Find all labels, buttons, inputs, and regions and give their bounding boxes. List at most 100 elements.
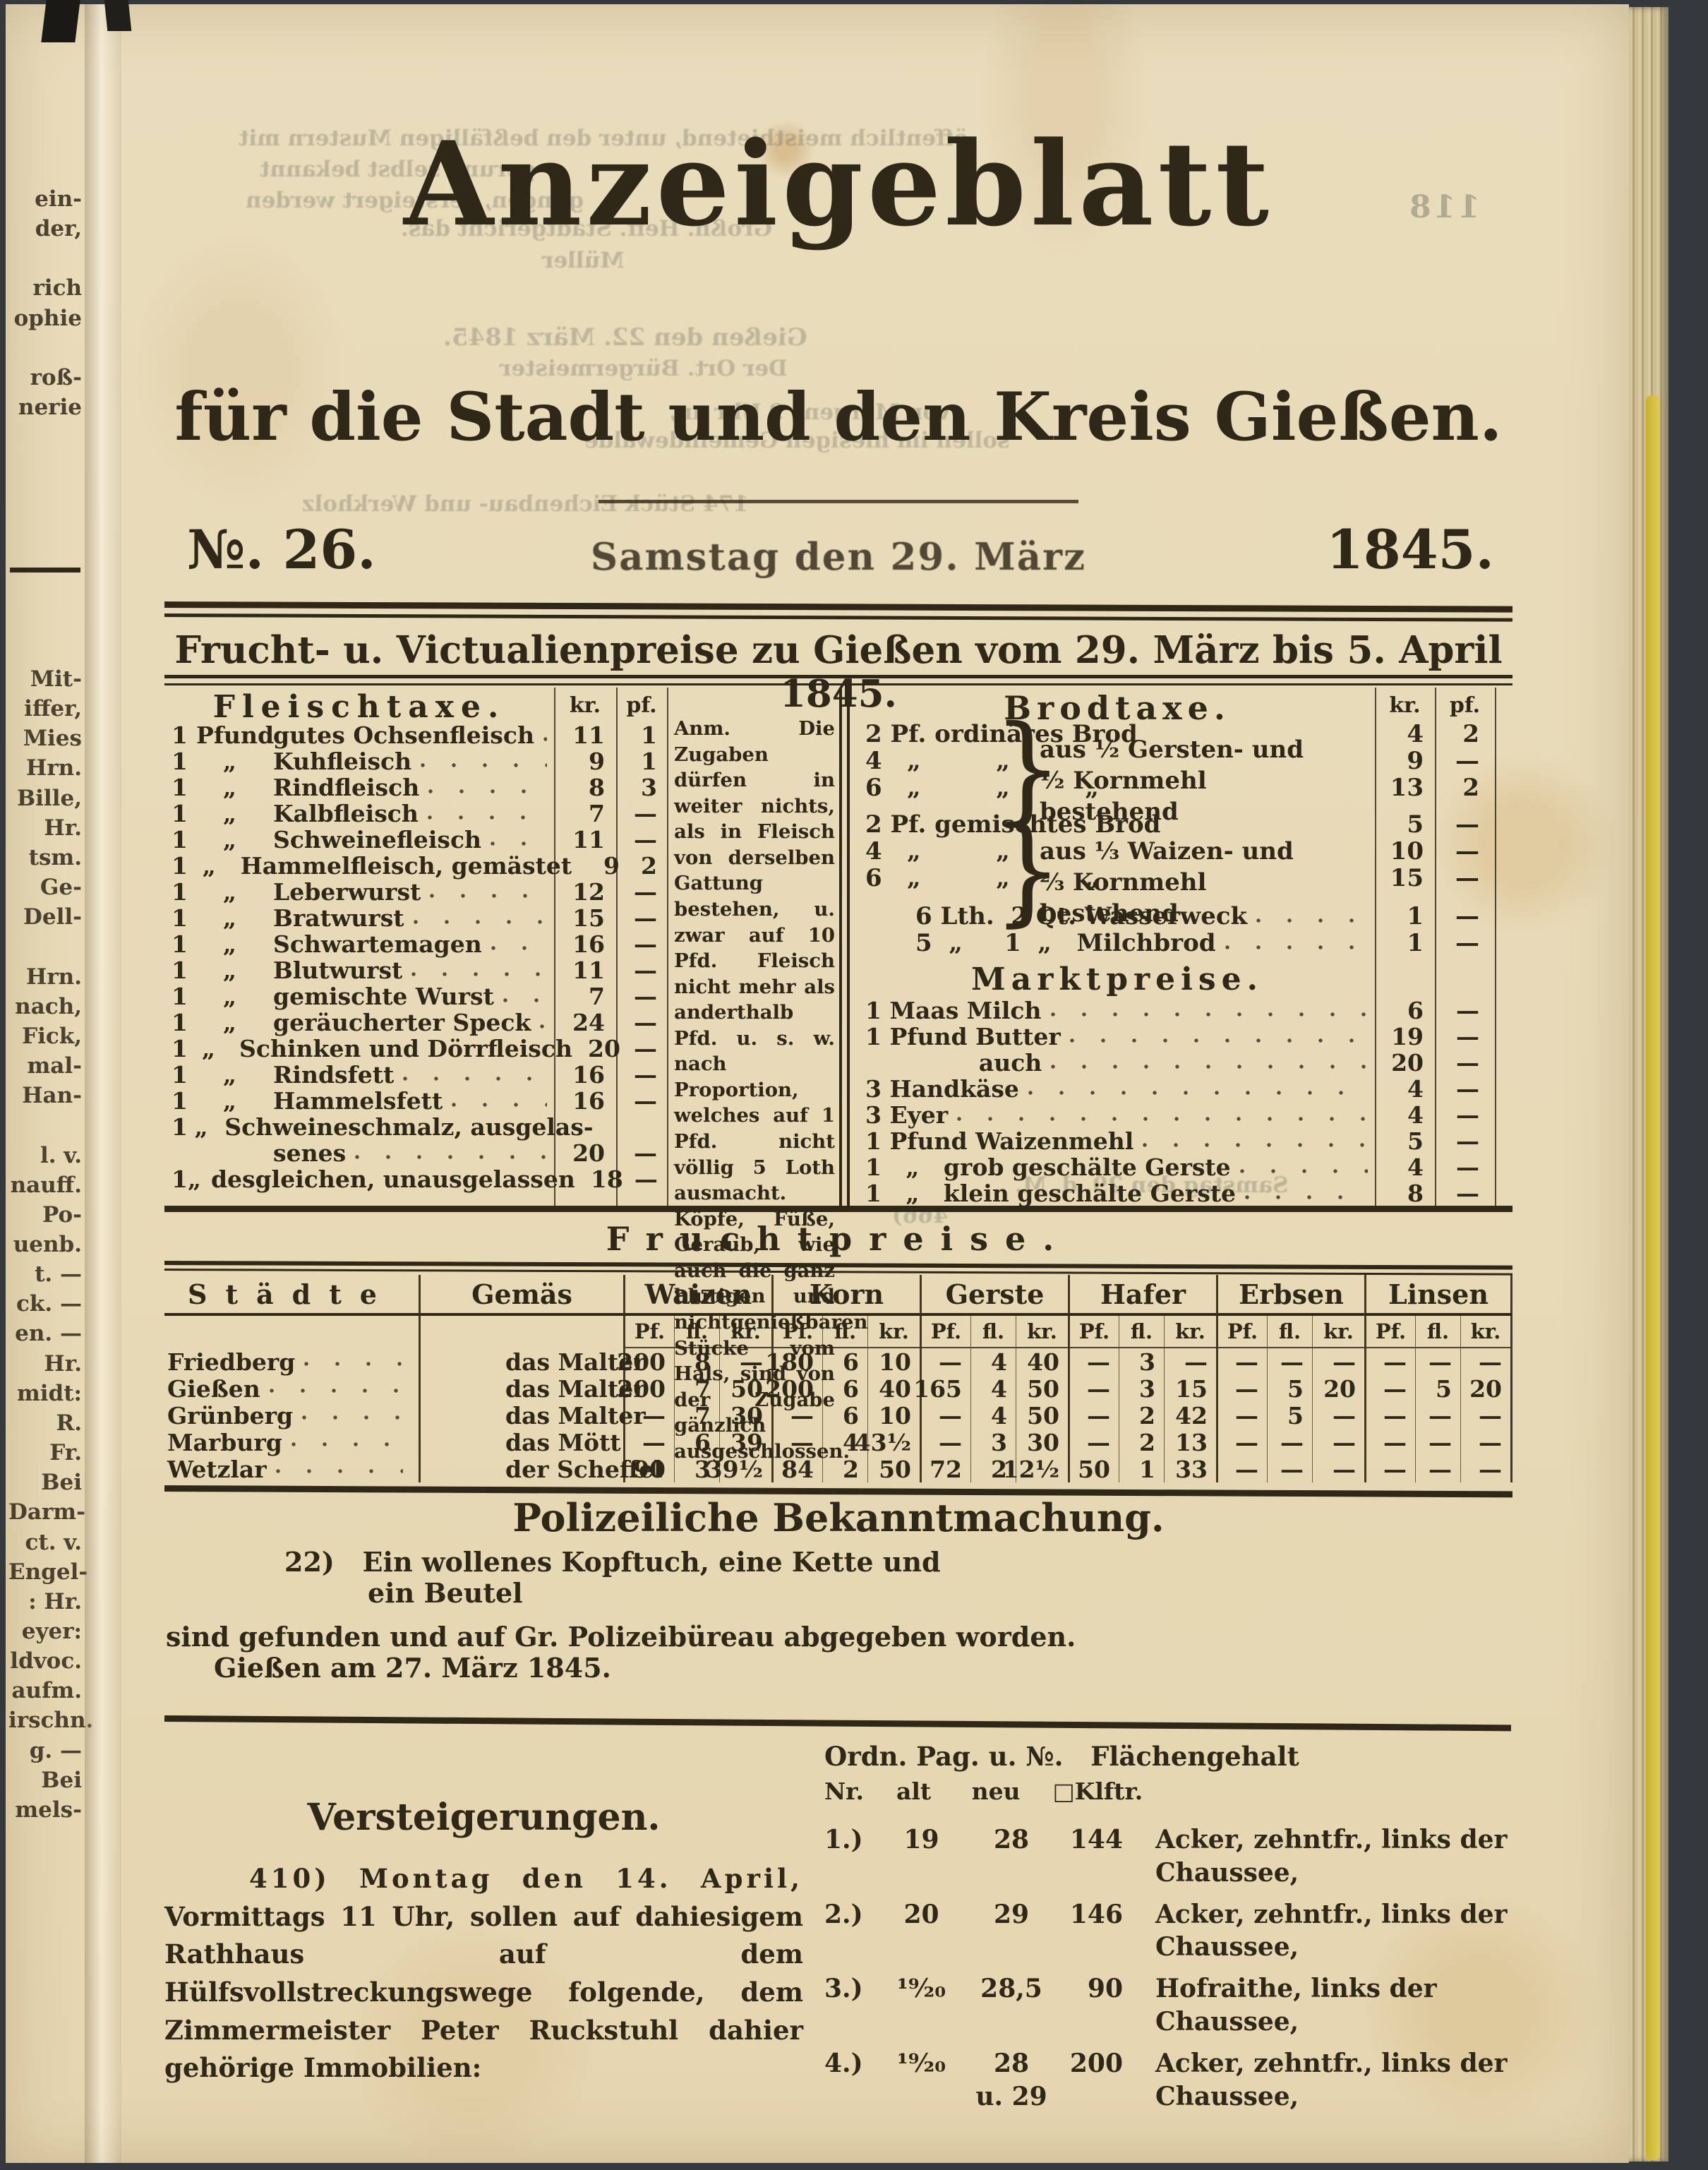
price-pf: — [634,1061,657,1089]
price-pf: — [1456,1153,1479,1181]
price-kr: 20 [1391,1049,1424,1077]
measure-label: das Malter [419,1348,646,1376]
value-cell: 6 [822,1348,867,1376]
dot-leader [420,760,547,768]
item-label: 4 „ „ [865,747,1010,775]
binding-mark [104,0,132,31]
dot-leader [539,1021,547,1029]
value-cell: 3 [1119,1375,1164,1403]
annotation-note: Anm. Die Zugaben dürfen in weiter nichts… [674,717,868,1463]
marktpreise-title: Marktpreise. [971,961,1263,997]
value-cell: — [1460,1402,1512,1429]
masthead-title: Anzeigeblatt [403,116,1273,252]
quantity: 1 [172,1009,188,1036]
page-content: Anzeigeblatt für die Stadt und den Kreis… [164,4,1513,2170]
price-pf: 1 [641,721,657,749]
dot-leader [1069,1035,1368,1043]
value-cell: 33 [1164,1456,1216,1483]
value-cell: 40 [867,1375,920,1403]
subheader-fl: fl. [674,1316,719,1348]
value-cell: 10 [867,1348,920,1376]
value-cell: — [1312,1429,1364,1456]
dot-leader [490,838,547,846]
grain-header-linsen: Linsen [1364,1275,1512,1316]
ordinal-number: 4.) [824,2048,863,2078]
item-label: 1 Pfund Waizenmehl [865,1127,1134,1155]
item-label: senes [273,1139,347,1167]
value-cell: — [1267,1348,1312,1376]
dot-leader [275,1465,403,1474]
unit: „ [187,1165,201,1193]
table-row: auch 20 — [860,1049,1495,1077]
table-row: 1 „ Kalbfleisch 7 — [164,800,667,827]
item-label: 6 Lth. 2 Qt. Wasserweck [865,902,1248,930]
old-page-number: 19 [903,1825,939,1854]
quantity: 1 [172,1113,188,1141]
price-kr: 11 [572,721,605,749]
area-value: 90 [1087,1974,1123,2004]
value-cell: — [1216,1375,1267,1403]
subheader-fl: fl. [1267,1316,1312,1348]
value-cell: — [719,1348,771,1376]
table-row: 1 „ Hammelfleisch, gemästet 9 2 [164,852,667,880]
price-kr: 16 [572,1087,605,1115]
dot-leader [402,1073,547,1081]
value-cell: — [1267,1429,1312,1456]
value-cell: — [1364,1429,1415,1456]
unit: „ [202,1035,215,1062]
item-label: Schwartemagen [273,930,482,958]
unit: „ [223,904,236,932]
item-label: 2 Pf. ordinäres Brod [865,720,1138,748]
item-label: Kuhfleisch [273,748,412,775]
value-cell: — [1415,1456,1460,1483]
city-name: Gießen [164,1375,419,1403]
dot-leader [429,890,547,899]
value-cell: 12½ [1003,1456,1068,1483]
value-cell: — [1364,1348,1415,1376]
flour-mix-note: aus ½ Gersten- und ½ Kornmehl bestehend [1040,736,1304,827]
item-label: Bratwurst [273,904,404,932]
table-row: 1 „ Blutwurst 11 — [164,957,667,984]
price-kr: 1 [1407,929,1424,957]
price-pf: — [634,1087,657,1115]
table-row: 1 Maas Milch 6 — [860,997,1495,1024]
dot-leader [268,1385,403,1393]
table-row: 1 „ Schweineschmalz, ausgelas- [164,1113,667,1141]
value-cell: — [623,1429,674,1456]
item-label: 3 Eyer [865,1101,949,1129]
measure-label: das Mött [419,1429,623,1456]
area-value: 146 [1069,1899,1123,1929]
value-cell: 5 [1415,1375,1460,1403]
section-rule [164,1715,1511,1732]
table-row: 1 „ klein geschälte Gerste 8 — [860,1180,1495,1207]
fleischtaxe-table: Fleischtaxe. kr. pf. 1 Pfund gutes Ochse… [164,688,867,1463]
header-spacer [419,1316,623,1348]
quantity: 1 [172,721,188,749]
price-pf: 3 [641,774,657,801]
item-label: 6 „ „ „ [865,774,1099,802]
double-rule [164,601,1513,622]
measure-column-header: Gemäs [419,1275,623,1316]
value-cell: — [1364,1402,1415,1429]
price-kr: 8 [1407,1180,1424,1207]
yellow-page-edge [1646,395,1660,2160]
quantity: 1 [172,800,188,827]
value-cell: 50 [1016,1402,1068,1429]
price-kr: 9 [1407,747,1424,775]
item-label: 6 „ „ „ [865,864,1099,892]
quantity: 1 [172,930,188,958]
old-page-number: ¹⁹⁄₂₀ [896,2048,946,2078]
table-row: 2 Pf. ordinäres Brod 4 2 [860,720,1495,748]
property-list-header: Ordn. Pag. u. №. Flächengehalt [824,1741,1299,1772]
value-cell: 10 [867,1402,920,1429]
price-kr: 20 [587,1035,620,1062]
price-kr: 11 [572,957,605,984]
auctions-section: Versteigerungen. 410) Montag den 14. Apr… [164,1741,803,2087]
column-divider [1435,688,1436,1206]
unit: „ [223,774,236,801]
quantity: 1 [172,852,188,880]
dot-leader [1224,942,1368,950]
value-cell: 2 [970,1456,1016,1483]
price-kr: 5 [1407,1127,1424,1155]
subheader-fl: fl. [1415,1316,1460,1348]
